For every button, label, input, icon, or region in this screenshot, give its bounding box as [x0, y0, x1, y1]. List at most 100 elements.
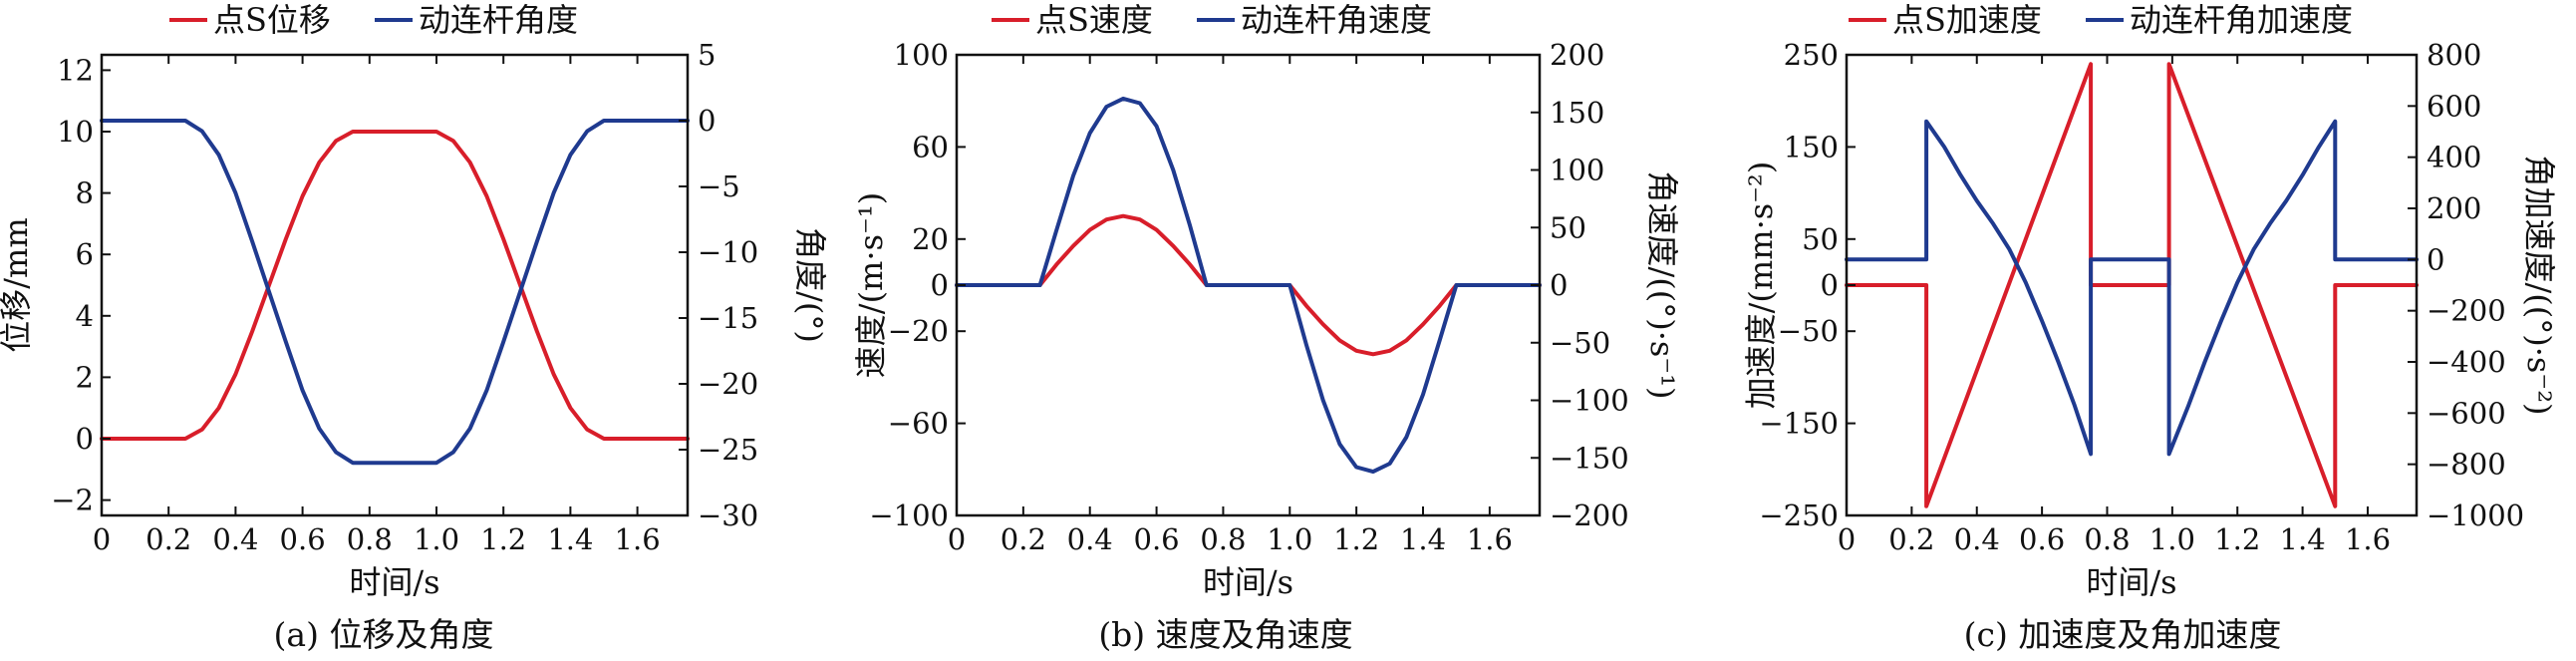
x-tick-label: 0.4 — [1954, 522, 2000, 556]
x-tick-label: 0.2 — [1001, 522, 1046, 556]
x-tick-label: 0.8 — [2084, 522, 2130, 556]
legend-label: 点S加速度 — [1892, 1, 2042, 39]
x-tick-label: 0.2 — [1888, 522, 1934, 556]
y-right-tick-label: 0 — [1550, 268, 1568, 302]
y-right-tick-label: −25 — [698, 433, 758, 467]
panel-caption: (c) 加速度及角加速度 — [1964, 615, 2282, 654]
y-right-tick-label: −5 — [698, 169, 740, 203]
y-left-tick-label: 6 — [76, 237, 94, 271]
y-left-tick-label: −20 — [888, 314, 949, 348]
legend: 点S加速度 动连杆角加速度 — [1849, 1, 2353, 39]
series-line-point-s — [1845, 62, 2419, 508]
y-right-tick-label: −30 — [698, 498, 758, 532]
x-tick-label: 1.0 — [1267, 522, 1312, 556]
y-left-tick-label: −50 — [1778, 314, 1839, 348]
y-left-axis-label: 位移/mm — [0, 217, 35, 352]
x-tick-label: 1.6 — [2345, 522, 2391, 556]
y-right-tick-label: −200 — [2427, 294, 2506, 328]
y-left-tick-label: 20 — [912, 222, 949, 256]
y-right-tick-label: −200 — [1550, 498, 1629, 532]
y-right-tick-label: −50 — [1550, 326, 1610, 360]
y-right-tick-label: 200 — [1550, 38, 1604, 72]
y-left-tick-label: 250 — [1784, 38, 1839, 72]
y-left-tick-label: −150 — [1759, 407, 1839, 441]
y-right-tick-label: 600 — [2427, 89, 2481, 123]
y-right-tick-label: 50 — [1550, 210, 1586, 244]
x-axis-label: 时间/s — [2086, 563, 2176, 601]
x-tick-label: 0 — [948, 522, 966, 556]
series-line-link — [955, 96, 1542, 475]
series-line-link — [100, 119, 690, 466]
y-left-tick-label: 2 — [76, 360, 94, 394]
y-left-tick-label: 0 — [76, 422, 94, 456]
series-line-link — [1845, 119, 2419, 457]
x-tick-label: 0 — [1838, 522, 1856, 556]
y-right-tick-label: 0 — [2427, 242, 2444, 276]
x-tick-label: 0 — [93, 522, 111, 556]
y-left-tick-label: −2 — [51, 484, 94, 517]
y-right-tick-label: 800 — [2427, 38, 2481, 72]
plot-frame — [100, 53, 690, 517]
x-tick-label: 1.2 — [480, 522, 526, 556]
x-tick-label: 1.2 — [2214, 522, 2260, 556]
legend-label: 点S位移 — [213, 1, 331, 39]
x-tick-label: 0.8 — [1200, 522, 1246, 556]
y-left-tick-label: 0 — [1821, 268, 1839, 302]
y-right-tick-label: −800 — [2427, 448, 2506, 482]
panel-caption: (a) 位移及角度 — [274, 615, 494, 654]
chart-panel-1: 0 0.2 0.4 0.6 0.8 1.0 1.2 1.4 1.6−2024681012−30−… — [0, 1, 829, 654]
y-left-tick-label: −250 — [1759, 498, 1839, 532]
x-tick-label: 1.6 — [1467, 522, 1513, 556]
x-tick-label: 0.6 — [2019, 522, 2065, 556]
y-left-tick-label: 60 — [912, 130, 949, 164]
x-tick-label: 0.8 — [347, 522, 393, 556]
y-right-axis-label: 角加速度/((°)·s⁻²) — [2520, 155, 2558, 415]
legend: 点S速度 动连杆角速度 — [992, 1, 1432, 39]
legend-label: 动连杆角度 — [419, 1, 578, 39]
y-right-tick-label: −600 — [2427, 396, 2506, 430]
y-left-tick-label: 10 — [57, 115, 94, 149]
y-right-tick-label: −15 — [698, 301, 758, 335]
y-right-tick-label: −400 — [2427, 345, 2506, 379]
x-tick-label: 1.0 — [2149, 522, 2195, 556]
x-tick-label: 1.4 — [2280, 522, 2326, 556]
y-left-tick-label: 100 — [894, 38, 949, 72]
y-left-tick-label: 50 — [1802, 222, 1839, 256]
legend-label: 动连杆角加速度 — [2130, 1, 2353, 39]
y-right-tick-label: −10 — [698, 235, 758, 269]
y-right-tick-label: −150 — [1550, 441, 1629, 475]
y-right-tick-label: 0 — [698, 104, 716, 138]
y-left-tick-label: 4 — [76, 299, 94, 333]
y-right-axis-label: 角度/(°) — [791, 227, 829, 343]
y-left-tick-label: 150 — [1784, 130, 1839, 164]
legend-label: 动连杆角速度 — [1241, 1, 1432, 39]
x-tick-label: 1.2 — [1333, 522, 1379, 556]
legend-label: 点S速度 — [1035, 1, 1153, 39]
x-axis-label: 时间/s — [1203, 563, 1293, 601]
y-right-tick-label: 5 — [698, 38, 716, 72]
x-tick-label: 1.4 — [1400, 522, 1446, 556]
x-tick-label: 0.6 — [280, 522, 326, 556]
y-left-axis-label: 速度/(m·s⁻¹) — [852, 192, 890, 378]
y-right-tick-label: 100 — [1550, 154, 1604, 187]
panel-caption: (b) 速度及角速度 — [1098, 615, 1352, 654]
y-left-tick-label: −100 — [869, 498, 949, 532]
series-line-point-s — [100, 130, 690, 441]
y-left-tick-label: 8 — [76, 176, 94, 210]
x-tick-label: 0.2 — [145, 522, 191, 556]
x-tick-label: 0.4 — [1067, 522, 1113, 556]
y-left-tick-label: 12 — [57, 53, 94, 87]
x-tick-label: 1.4 — [547, 522, 593, 556]
y-right-tick-label: 200 — [2427, 191, 2481, 225]
legend: 点S位移 动连杆角度 — [169, 1, 578, 39]
y-right-axis-label: 角速度/((°)·s⁻¹) — [1643, 170, 1681, 399]
x-axis-label: 时间/s — [349, 563, 439, 601]
x-tick-label: 1.6 — [615, 522, 661, 556]
y-right-tick-label: −20 — [698, 367, 758, 401]
chart-panel-3: 0 0.2 0.4 0.6 0.8 1.0 1.2 1.4 1.6 −250 −150 −50 0 50 1… — [1742, 1, 2558, 654]
y-right-tick-label: −1000 — [2427, 498, 2524, 532]
chart-panel-2: 0 0.2 0.4 0.6 0.8 1.0 1.2 1.4 1.6−100−60−2002060… — [852, 1, 1681, 654]
x-tick-label: 0.6 — [1134, 522, 1180, 556]
y-left-axis-label: 加速度/(mm·s⁻²) — [1742, 162, 1780, 410]
